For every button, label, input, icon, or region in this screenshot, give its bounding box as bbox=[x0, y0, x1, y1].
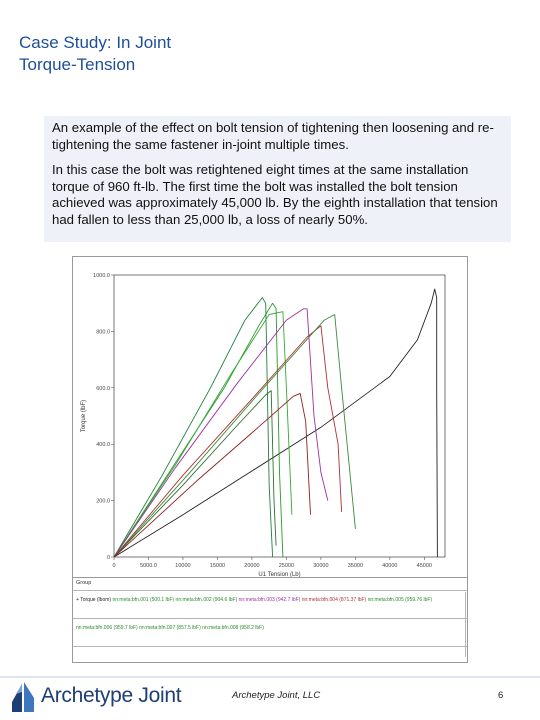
plot-area bbox=[113, 274, 446, 558]
company-logo: Archetype Joint bbox=[10, 678, 182, 714]
series-line-3 bbox=[113, 297, 274, 558]
series-line-7 bbox=[113, 314, 356, 558]
legend-row-2: nn:meta:bfn.006 (959.7 lbF) nn:meta:bfn.… bbox=[76, 625, 264, 631]
x-tick-label: 10000 bbox=[175, 563, 190, 569]
slide-title-line1: Case Study: In Joint bbox=[19, 33, 172, 52]
logo-text: Archetype Joint bbox=[41, 684, 182, 707]
x-tick-label: 5000.0 bbox=[140, 563, 157, 569]
description-box: An example of the effect on bolt tension… bbox=[44, 116, 511, 242]
x-tick-label: 30000 bbox=[313, 563, 328, 569]
slide-title-line2: Torque-Tension bbox=[19, 55, 136, 74]
legend-entry: + Torque (lbom) bbox=[76, 597, 113, 603]
paragraph-2: In this case the bolt was retightened ei… bbox=[52, 162, 498, 227]
y-tick-label: 0 bbox=[107, 555, 110, 561]
legend-row-1: + Torque (lbom) nn:meta:bfn.001 (500.1 l… bbox=[76, 597, 432, 603]
series-line-1 bbox=[113, 288, 438, 558]
y-tick-label: 400.0 bbox=[96, 442, 110, 448]
footer-company: Archetype Joint, LLC bbox=[232, 690, 321, 701]
series-line-8 bbox=[113, 390, 277, 558]
footer-rule bbox=[0, 676, 540, 678]
series-line-6 bbox=[113, 325, 343, 558]
legend-header: Group bbox=[76, 580, 92, 586]
y-tick-label: 1000.0 bbox=[93, 273, 110, 279]
paragraph-1: An example of the effect on bolt tension… bbox=[52, 120, 494, 152]
legend-entry: nn:meta:bfn.003 (942.7 lbF) bbox=[238, 597, 302, 603]
series-line-4 bbox=[113, 311, 293, 558]
chart-legend: Group + Torque (lbom) nn:meta:bfn.001 (5… bbox=[73, 577, 467, 663]
torque-tension-chart: 0 200.0 400.0 600.0 800.0 1000.0 0 5000.0 10000 1… bbox=[72, 256, 468, 663]
logo-mark-icon bbox=[12, 682, 34, 712]
chart-plot: 0 200.0 400.0 600.0 800.0 1000.0 0 5000.0 10000 1… bbox=[81, 273, 446, 577]
legend-entry: nn:meta:bfn.002 (904.6 lbF) bbox=[175, 597, 239, 603]
series-line-5 bbox=[113, 308, 329, 558]
x-tick-label: 40000 bbox=[382, 563, 397, 569]
legend-entry: nn:meta:bfn.006 (959.7 lbF) bbox=[76, 625, 140, 631]
x-tick-label: 15000 bbox=[210, 563, 225, 569]
legend-entry: nn:meta:bfn.007 (857.5 lbF) bbox=[139, 625, 203, 631]
series-line-9 bbox=[113, 392, 311, 558]
x-axis-label: U1 Tension (Lb) bbox=[258, 572, 300, 577]
legend-entry: nn:meta:bfn.004 (871.37 lbF) bbox=[301, 597, 368, 603]
x-tick-label: 25000 bbox=[279, 563, 294, 569]
x-tick-label: 0 bbox=[112, 563, 115, 569]
slide-title: Case Study: In Joint Torque-Tension bbox=[19, 32, 499, 76]
y-tick-label: 200.0 bbox=[96, 499, 110, 505]
x-tick-label: 45000 bbox=[417, 563, 432, 569]
legend-entry: nn:meta:bfn.005 (959.76 lbF) bbox=[367, 597, 433, 603]
y-axis-label: Torque (lbF) bbox=[81, 400, 87, 432]
legend-entry: nn:meta:bfn.008 (958.2 lbF) bbox=[202, 625, 264, 631]
y-tick-label: 800.0 bbox=[96, 329, 110, 335]
legend-entry: nn:meta:bfn.001 (500.1 lbF) bbox=[112, 597, 176, 603]
x-tick-label: 20000 bbox=[244, 563, 259, 569]
page-number: 6 bbox=[498, 690, 504, 701]
y-tick-label: 600.0 bbox=[96, 386, 110, 392]
x-tick-label: 35000 bbox=[348, 563, 363, 569]
